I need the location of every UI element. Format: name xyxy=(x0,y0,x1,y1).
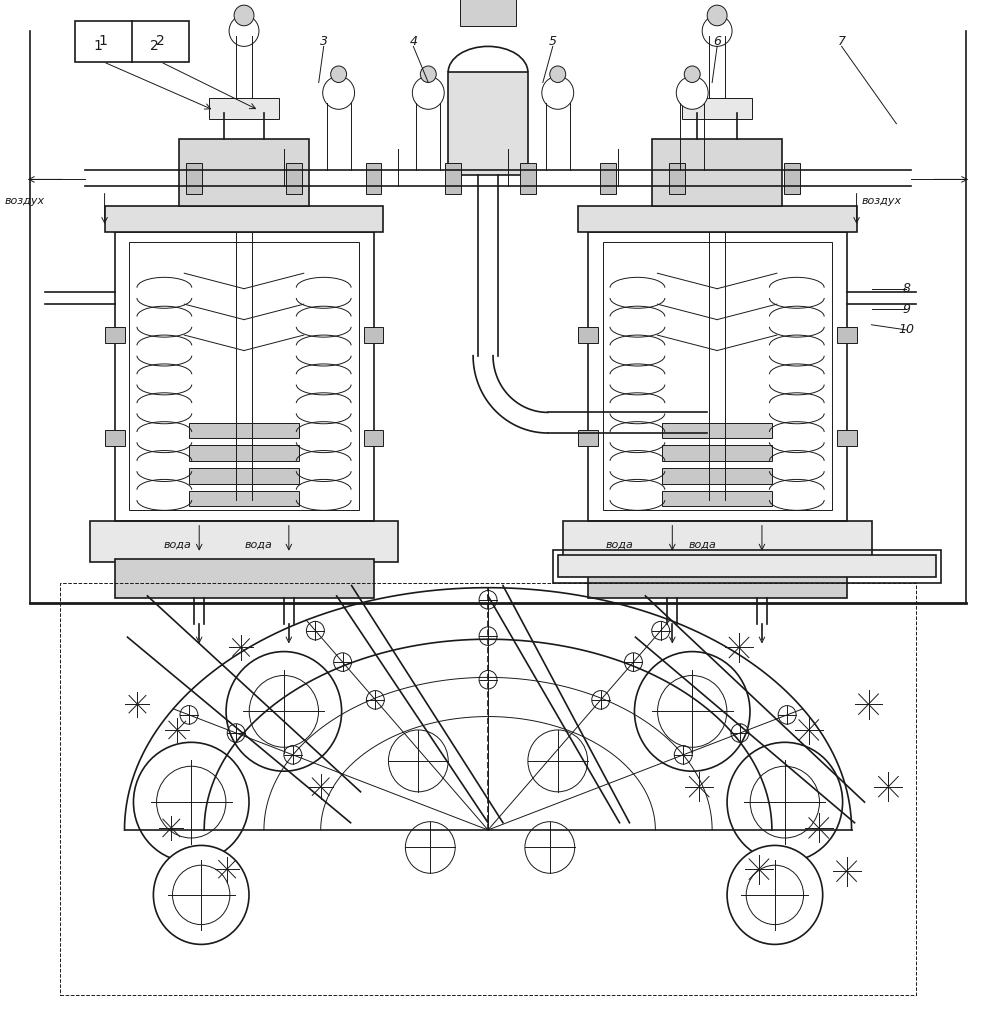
Circle shape xyxy=(702,15,732,46)
Text: воздух: воздух xyxy=(862,196,901,206)
Bar xyxy=(90,521,398,562)
Text: 9: 9 xyxy=(902,303,910,315)
Bar xyxy=(662,491,772,506)
Text: 5: 5 xyxy=(549,35,557,47)
Text: 1: 1 xyxy=(94,39,102,54)
Bar xyxy=(129,242,359,510)
Circle shape xyxy=(542,76,574,109)
Circle shape xyxy=(331,66,347,82)
Bar xyxy=(445,163,461,194)
Bar xyxy=(682,98,752,119)
Bar xyxy=(189,445,299,461)
Circle shape xyxy=(226,652,342,771)
Bar xyxy=(189,468,299,484)
Bar xyxy=(179,139,309,206)
Text: 6: 6 xyxy=(713,35,721,47)
Bar xyxy=(784,163,800,194)
Text: 7: 7 xyxy=(838,35,846,47)
Bar xyxy=(105,327,124,343)
Circle shape xyxy=(229,15,259,46)
Text: воздух: воздух xyxy=(5,196,45,206)
Circle shape xyxy=(420,66,436,82)
Bar xyxy=(209,98,279,119)
Circle shape xyxy=(727,742,843,862)
Circle shape xyxy=(707,5,727,26)
Bar xyxy=(520,163,536,194)
Text: 4: 4 xyxy=(409,35,417,47)
Circle shape xyxy=(133,742,249,862)
Text: вода: вода xyxy=(245,539,273,550)
Circle shape xyxy=(676,76,708,109)
Bar xyxy=(837,430,857,446)
Bar xyxy=(578,206,857,232)
Bar xyxy=(578,430,598,446)
Text: 3: 3 xyxy=(320,35,328,47)
Bar xyxy=(115,559,374,598)
Bar xyxy=(588,232,847,521)
Bar xyxy=(662,423,772,438)
Bar xyxy=(558,555,936,577)
Text: 8: 8 xyxy=(902,282,910,295)
Bar xyxy=(662,468,772,484)
Bar xyxy=(364,327,383,343)
Bar xyxy=(105,206,383,232)
Text: 2: 2 xyxy=(150,39,158,54)
Bar xyxy=(553,550,941,583)
Text: 2: 2 xyxy=(156,34,165,48)
Bar xyxy=(669,163,685,194)
Bar xyxy=(189,491,299,506)
Circle shape xyxy=(684,66,700,82)
Bar xyxy=(662,445,772,461)
Circle shape xyxy=(323,76,355,109)
Bar xyxy=(189,423,299,438)
Text: 10: 10 xyxy=(898,324,914,336)
Circle shape xyxy=(412,76,444,109)
Bar xyxy=(366,163,381,194)
Circle shape xyxy=(550,66,566,82)
Circle shape xyxy=(153,845,249,944)
Bar xyxy=(364,430,383,446)
Bar xyxy=(600,163,616,194)
Bar xyxy=(578,327,598,343)
Circle shape xyxy=(234,5,254,26)
Bar xyxy=(115,232,374,521)
Bar xyxy=(603,242,832,510)
Text: вода: вода xyxy=(688,539,716,550)
Bar xyxy=(563,521,872,562)
Bar xyxy=(460,0,516,26)
Circle shape xyxy=(634,652,750,771)
Bar xyxy=(286,163,302,194)
Circle shape xyxy=(727,845,823,944)
Bar xyxy=(75,21,189,62)
Text: вода: вода xyxy=(606,539,633,550)
Bar xyxy=(588,559,847,598)
Bar xyxy=(652,139,782,206)
Text: 1: 1 xyxy=(99,34,108,48)
Text: вода: вода xyxy=(163,539,191,550)
Bar xyxy=(837,327,857,343)
Bar xyxy=(448,72,528,175)
Bar xyxy=(105,430,124,446)
Bar xyxy=(186,163,202,194)
